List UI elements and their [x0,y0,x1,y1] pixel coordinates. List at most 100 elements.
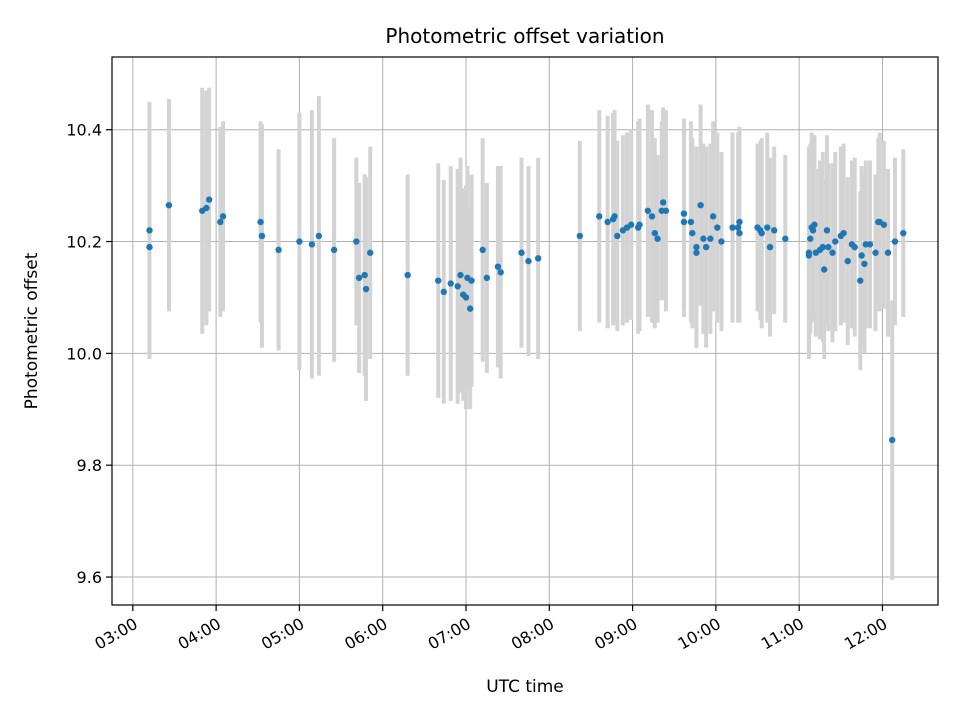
chart-title: Photometric offset variation [385,24,664,48]
data-point [330,246,338,254]
data-point [651,229,658,237]
data-point [440,288,447,296]
data-point [693,249,700,256]
data-point [219,213,227,220]
data-point [447,280,454,287]
data-point [782,235,789,242]
data-point [872,249,879,256]
data-point [687,218,695,226]
data-point [217,218,224,226]
data-point [628,221,635,228]
x-tick-label: 11:00 [758,614,807,654]
data-point [203,204,210,212]
data-point [296,238,303,245]
data-point [362,285,370,293]
x-tick-label: 09:00 [591,614,640,654]
x-tick-label: 08:00 [508,614,557,654]
data-point [825,243,832,251]
data-point [689,229,696,237]
data-point [702,243,710,251]
data-point [680,210,688,217]
data-point [462,294,470,301]
data-point [680,218,688,226]
data-point [880,221,888,228]
x-axis-title: UTC time [486,677,564,697]
data-point [844,257,851,265]
data-point [718,238,725,245]
data-point [714,224,721,231]
data-point [819,243,826,251]
data-point [758,229,765,237]
data-point [823,227,831,234]
data-point [648,213,656,220]
data-point [809,227,817,234]
y-tick-label: 9.8 [77,456,102,475]
data-point [596,213,603,220]
data-point [805,252,813,259]
data-point [900,229,907,237]
data-point [355,274,363,282]
data-point [820,266,828,273]
data-point [483,274,491,282]
x-tick-label: 12:00 [841,614,890,654]
data-point [636,221,643,228]
data-point [866,241,874,248]
data-point [832,238,839,245]
data-point [576,232,584,240]
data-point [662,207,670,214]
data-point [840,229,847,237]
data-point [857,277,864,284]
data-point [644,207,652,214]
data-point [861,260,868,268]
data-point [518,249,525,256]
data-point [315,232,323,240]
data-point [891,238,899,245]
data-point [353,238,360,245]
data-point [308,241,316,248]
data-point [770,227,778,234]
data-point [611,213,618,220]
data-point [258,232,266,240]
data-point [729,224,736,231]
x-tick-label: 03:00 [91,614,140,654]
data-point [709,213,717,220]
data-point [525,257,532,265]
data-point [697,201,704,209]
data-point [807,235,814,242]
x-tick-label: 07:00 [425,614,474,654]
data-point [435,277,442,284]
data-point [614,232,621,240]
data-point [811,221,818,228]
y-tick-label: 10.0 [66,344,102,363]
point-layer [146,196,907,444]
data-point [497,269,504,276]
data-point [766,243,774,251]
y-tick-label: 10.2 [66,233,102,252]
x-tick-label: 06:00 [341,614,390,654]
data-point [479,246,486,254]
data-point [858,252,865,259]
data-point [884,249,892,256]
data-point [829,249,836,256]
data-point [700,235,707,242]
data-point [888,436,896,444]
x-tick-label: 10:00 [674,614,723,654]
data-point [734,224,742,231]
data-point [454,283,461,290]
data-point [275,246,282,254]
data-point [165,201,173,209]
data-point [361,271,368,279]
data-point [736,218,743,226]
data-point [659,199,667,206]
data-point [494,263,502,270]
data-point [466,305,474,312]
y-axis-title: Photometric offset [22,252,42,409]
data-point [404,271,411,279]
data-point [146,243,153,251]
data-point [851,243,858,251]
data-point [457,271,464,279]
y-tick-label: 10.4 [66,121,102,140]
data-point [205,196,213,203]
data-point [534,255,542,262]
